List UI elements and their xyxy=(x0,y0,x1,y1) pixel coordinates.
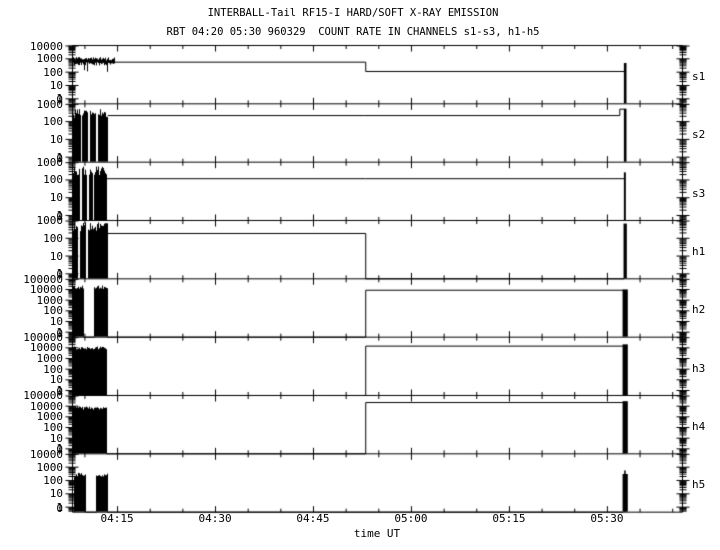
x-tick-label: 05:30 xyxy=(590,512,624,525)
x-tick-label: 05:00 xyxy=(394,512,428,525)
y-tick-label: 10 xyxy=(49,191,63,205)
y-tick-label: 0 xyxy=(56,209,63,223)
panel-label-h5: h5 xyxy=(692,478,706,492)
y-tick-label: 1 xyxy=(56,92,63,106)
chart-subtitle: RBT 04:20 05:30 960329 COUNT RATE IN CHA… xyxy=(166,26,540,38)
panel-label-h4: h4 xyxy=(692,420,706,434)
y-tick-label: 100000 xyxy=(23,331,63,345)
y-tick-label: 1000 xyxy=(36,410,64,424)
y-tick-label: 1 xyxy=(56,208,63,222)
panel-label-h2: h2 xyxy=(692,303,706,317)
panel-label-s3: s3 xyxy=(692,186,706,200)
x-tick-label: 04:30 xyxy=(198,512,232,525)
y-tick-label: 0 xyxy=(56,93,63,107)
x-tick-label: 05:15 xyxy=(492,512,526,525)
y-tick-label: 1000 xyxy=(36,351,64,365)
y-tick-label: 1 xyxy=(56,325,63,339)
panel-label-h1: h1 xyxy=(692,245,706,259)
y-tick-label: 10000 xyxy=(29,341,63,355)
y-tick-label: 100 xyxy=(43,231,63,245)
panel-label-h3: h3 xyxy=(692,361,706,375)
y-tick-label: 1000 xyxy=(36,52,64,66)
y-tick-label: 10 xyxy=(49,132,63,146)
y-tick-label: 100 xyxy=(43,362,63,376)
y-tick-label: 0 xyxy=(56,151,63,165)
y-tick-label: 10000 xyxy=(29,399,63,413)
y-tick-label: 1000 xyxy=(36,293,64,307)
panel-label-s2: s2 xyxy=(692,128,706,142)
y-tick-label: 1 xyxy=(56,267,63,281)
y-tick-label: 10 xyxy=(49,78,63,92)
y-tick-label: 100 xyxy=(43,115,63,129)
y-tick-label: 0 xyxy=(56,384,63,398)
x-axis-title: time UT xyxy=(353,527,401,540)
x-tick-label: 04:45 xyxy=(296,512,330,525)
y-tick-label: 100000 xyxy=(23,389,63,403)
y-tick-label: 100 xyxy=(43,65,63,79)
y-tick-label: 1 xyxy=(56,500,63,514)
y-tick-label: 0 xyxy=(56,501,63,515)
y-tick-label: 1 xyxy=(56,383,63,397)
y-tick-label: 10 xyxy=(49,487,63,501)
x-tick-label: 04:15 xyxy=(100,512,134,525)
y-tick-label: 100000 xyxy=(23,272,63,286)
y-tick-label: 10000 xyxy=(29,447,63,461)
y-tick-label: 1 xyxy=(56,150,63,164)
panel-label-s1: s1 xyxy=(692,70,706,84)
y-tick-label: 10 xyxy=(49,373,63,387)
y-tick-label: 0 xyxy=(56,443,63,457)
y-tick-label: 10 xyxy=(49,249,63,263)
y-tick-label: 100 xyxy=(43,420,63,434)
y-tick-label: 1000 xyxy=(36,460,64,474)
y-tick-label: 10 xyxy=(49,314,63,328)
chart-title: INTERBALL-Tail RF15-I HARD/SOFT X-RAY EM… xyxy=(207,7,499,19)
y-tick-label: 1000 xyxy=(36,156,64,170)
y-tick-label: 0 xyxy=(56,268,63,282)
y-tick-label: 1000 xyxy=(36,97,64,111)
y-tick-label: 100 xyxy=(43,173,63,187)
y-tick-label: 10 xyxy=(49,431,63,445)
y-tick-label: 100 xyxy=(43,304,63,318)
y-tick-label: 1000 xyxy=(36,214,64,228)
y-tick-label: 10000 xyxy=(29,39,63,53)
y-tick-label: 10000 xyxy=(29,282,63,296)
y-tick-label: 1 xyxy=(56,442,63,456)
y-tick-label: 100 xyxy=(43,473,63,487)
y-tick-label: 0 xyxy=(56,326,63,340)
